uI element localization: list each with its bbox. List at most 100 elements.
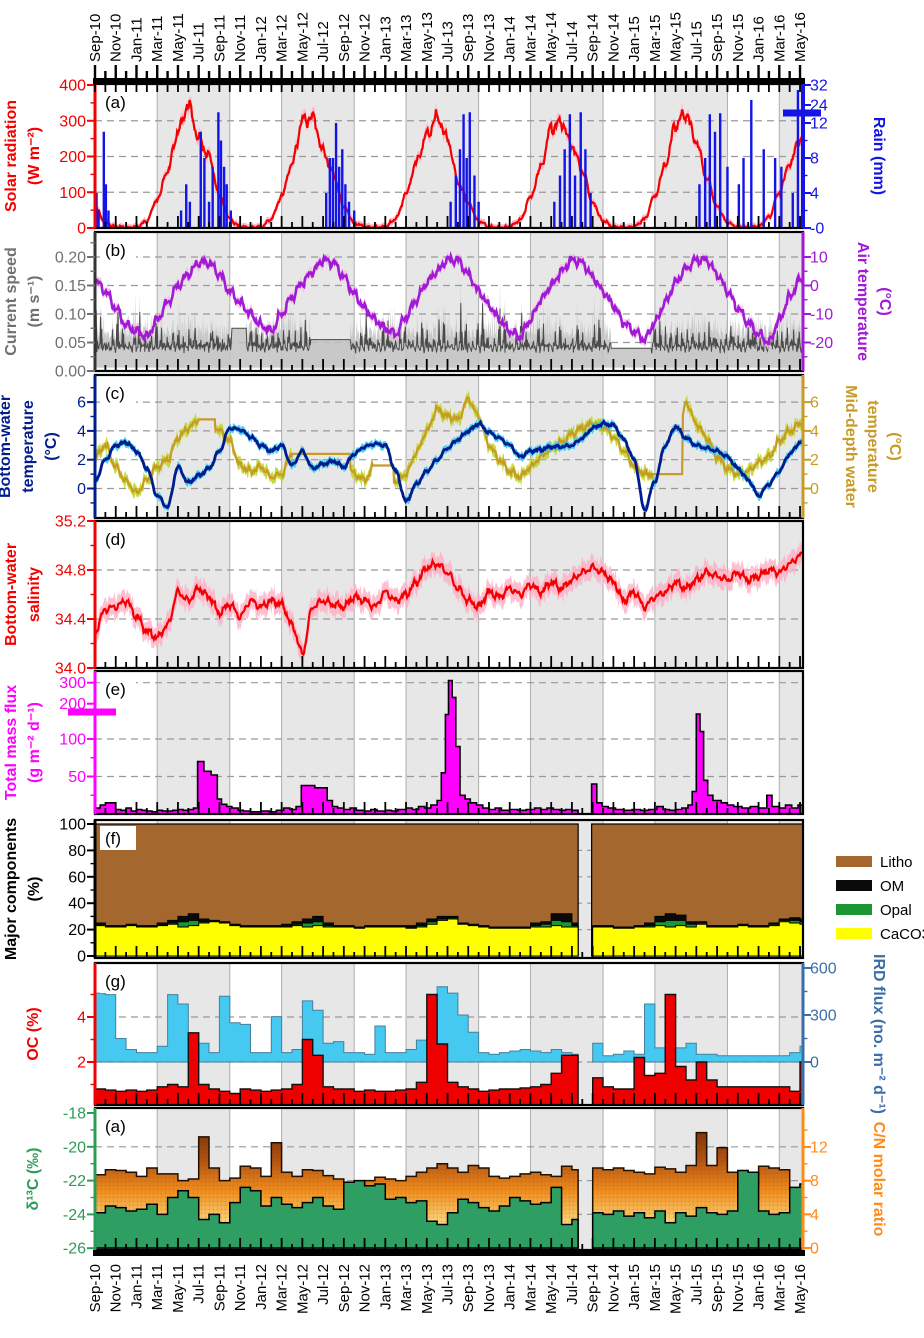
left-axis-title: salinity [26, 567, 43, 622]
bottom-month-label: Mar-12 [274, 1264, 291, 1312]
bottom-month-label: Jul-12 [315, 1264, 332, 1305]
left-tick-label: 0.15 [55, 278, 86, 295]
rain-bar [584, 149, 587, 228]
top-month-label: May-16 [792, 12, 809, 62]
season-band [156, 670, 231, 815]
left-tick-label: 34.8 [55, 563, 86, 580]
top-month-label: Mar-14 [522, 14, 539, 62]
top-month-label: Nov-13 [481, 14, 498, 62]
top-month-label: May-15 [668, 12, 685, 62]
salinity-line [95, 551, 803, 657]
right-tick-label: 600 [810, 960, 837, 977]
panel-letter: (a) [100, 1114, 136, 1138]
rain-bar [703, 158, 707, 228]
rain-bar [188, 201, 192, 228]
panel-letter-chip [100, 238, 136, 262]
right-tick-label: 4 [810, 186, 819, 203]
bottom-axis-bar [93, 1250, 805, 1256]
legend-label: CaCO3 [880, 926, 924, 943]
panel-letter: (c) [100, 381, 136, 405]
current-speed-line [95, 302, 803, 355]
right-axis-title: Air temperature [854, 242, 871, 361]
top-month-label: May-11 [170, 13, 187, 62]
left-tick-label: 35.2 [55, 514, 86, 531]
right-axis-title: temperature [864, 400, 881, 493]
panel-letter-text: (b) [105, 241, 126, 260]
bottom-month-label: May-16 [792, 1264, 809, 1314]
right-tick-label: 4 [810, 423, 819, 440]
right-tick-label: 32 [810, 78, 828, 95]
left-tick-label: -24 [63, 1207, 86, 1224]
panel-b: 0.00 0.05 0.10 0.15 0.20 10 0 -10 -20 (b) Current … [3, 230, 893, 381]
left-tick-label: 100 [59, 185, 86, 202]
left-tick-label: 40 [68, 896, 86, 913]
bottom-month-label: Nov-12 [357, 1264, 374, 1312]
panel-letter-text: (c) [105, 384, 125, 403]
rain-bar [353, 210, 356, 228]
d13c-area [95, 1169, 803, 1249]
left-tick-label: -18 [63, 1106, 86, 1123]
left-axis-title: (°C) [43, 432, 60, 461]
rain-bar [762, 149, 765, 228]
rain-bar [331, 158, 335, 228]
rain-bar [328, 158, 332, 228]
top-month-label: Nov-15 [730, 14, 747, 62]
right-tick-label: 4 [810, 1207, 819, 1224]
left-tick-label: 34.0 [55, 661, 86, 678]
panel-c: 0 2 4 6 0 2 4 6 (c) Bottom-water temperature (°C) Mi… [0, 373, 903, 520]
top-axis-bar [93, 78, 805, 84]
bottom-month-label: Sep-10 [87, 1264, 104, 1312]
panel-letter-text: (d) [105, 530, 126, 549]
left-tick-label: 4 [77, 1010, 86, 1027]
rain-bar [337, 166, 341, 228]
bottom-month-label: May-14 [543, 1264, 560, 1314]
panel-letter-text: (a) [105, 93, 126, 112]
panel-letter: (g) [100, 969, 136, 993]
season-band [156, 374, 231, 519]
series-mid-depth-temperature [95, 390, 803, 499]
left-axis-title: (g m⁻² d⁻¹) [26, 702, 43, 783]
rain-bar [179, 210, 183, 228]
left-axis-title: Solar radiation [3, 100, 20, 212]
top-month-label: May-12 [294, 12, 311, 62]
left-tick-label: 4 [77, 423, 86, 440]
right-tick-label: 0 [810, 278, 819, 295]
panel-letter-text: (g) [105, 972, 126, 991]
bottom-month-label: Sep-13 [460, 1264, 477, 1312]
panel-f: 0 20 40 60 80 100 (f) Major components (%) [3, 817, 805, 966]
rain-bar [713, 131, 717, 228]
right-tick-label: 6 [810, 395, 819, 412]
right-tick-label: 0 [810, 1055, 819, 1072]
panel-letter: (d) [100, 527, 136, 551]
season-band [778, 374, 804, 519]
mass-flux-bars [95, 679, 803, 814]
top-month-label: Mar-11 [149, 16, 166, 62]
top-month-label: Jul-15 [688, 21, 705, 62]
top-month-label: Nov-10 [108, 14, 125, 62]
bottom-month-label: Mar-13 [398, 1264, 415, 1312]
left-tick-label: 0.20 [55, 250, 86, 267]
left-tick-label: 200 [59, 149, 86, 166]
legend-label: Opal [880, 902, 912, 919]
right-tick-label: -20 [810, 335, 833, 352]
left-tick-label: 100 [59, 732, 86, 749]
right-axis-title: Mid-depth water [842, 385, 859, 508]
bottom-month-label: Jul-14 [564, 1264, 581, 1305]
season-band [654, 670, 728, 815]
rain-bar [473, 175, 476, 228]
rain-bar [107, 210, 110, 228]
left-axis-title: Total mass flux [3, 685, 20, 800]
top-month-label: Sep-10 [87, 14, 104, 62]
rain-bar [462, 114, 465, 228]
legend-swatch-litho [836, 856, 872, 867]
legend-swatch-om [836, 880, 872, 891]
rain-axis-break-marker [783, 109, 821, 117]
legend: Litho OM Opal CaCO3 [836, 854, 924, 943]
rain-bar [553, 201, 556, 228]
bottom-month-label: Mar-11 [149, 1264, 166, 1310]
top-month-label: Jul-14 [564, 21, 581, 62]
panel-letter-chip [100, 826, 136, 850]
rain-bar [742, 158, 745, 228]
